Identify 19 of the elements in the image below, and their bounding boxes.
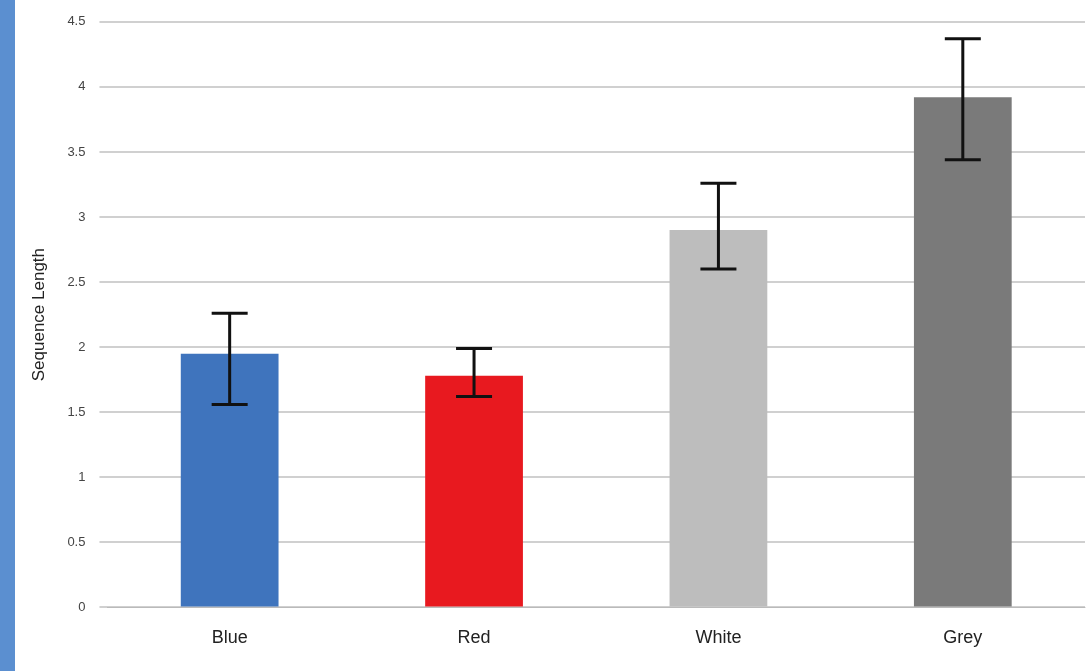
y-tick-label: 1 <box>78 468 86 484</box>
bar <box>669 230 768 607</box>
y-tick-label: 0.5 <box>67 533 86 549</box>
y-tick-label: 4.5 <box>67 13 86 29</box>
y-axis-title: Sequence Length <box>28 247 48 382</box>
y-tick-label: 4 <box>78 78 86 94</box>
y-tick-label: 3 <box>78 208 86 224</box>
bar <box>425 375 523 607</box>
bar <box>180 353 279 607</box>
x-tick-label: Blue <box>211 627 248 648</box>
bar <box>913 97 1012 607</box>
y-tick-label: 3.5 <box>67 143 86 159</box>
y-tick-label: 0 <box>78 598 86 614</box>
y-tick-label: 2.5 <box>67 273 86 289</box>
x-tick-label: Red <box>457 627 491 648</box>
x-tick-label: White <box>695 627 742 648</box>
y-tick-label: 1.5 <box>67 403 86 419</box>
x-tick-label: Grey <box>943 627 983 648</box>
y-tick-label: 2 <box>78 338 86 354</box>
